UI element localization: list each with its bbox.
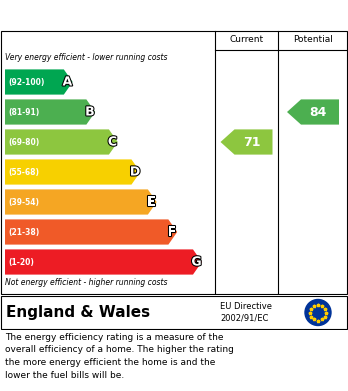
Polygon shape xyxy=(5,99,95,125)
Text: E: E xyxy=(147,196,156,208)
Polygon shape xyxy=(221,129,272,154)
Text: (21-38): (21-38) xyxy=(8,228,39,237)
Text: B: B xyxy=(85,106,95,118)
Polygon shape xyxy=(5,189,157,215)
Text: D: D xyxy=(130,165,140,179)
Text: F: F xyxy=(168,226,176,239)
Text: (69-80): (69-80) xyxy=(8,138,39,147)
Text: 71: 71 xyxy=(243,136,260,149)
Text: (92-100): (92-100) xyxy=(8,77,45,86)
Polygon shape xyxy=(5,129,118,154)
Text: (39-54): (39-54) xyxy=(8,197,39,206)
Polygon shape xyxy=(5,249,202,274)
Polygon shape xyxy=(287,99,339,125)
Polygon shape xyxy=(5,219,177,245)
Text: G: G xyxy=(191,255,201,269)
Text: EU Directive
2002/91/EC: EU Directive 2002/91/EC xyxy=(220,302,272,323)
Text: Energy Efficiency Rating: Energy Efficiency Rating xyxy=(10,7,231,23)
Text: (55-68): (55-68) xyxy=(8,167,39,176)
Text: (1-20): (1-20) xyxy=(8,258,34,267)
Text: Not energy efficient - higher running costs: Not energy efficient - higher running co… xyxy=(5,278,167,287)
Circle shape xyxy=(305,300,331,325)
Text: A: A xyxy=(63,75,72,88)
Text: The energy efficiency rating is a measure of the
overall efficiency of a home. T: The energy efficiency rating is a measur… xyxy=(5,333,234,380)
Polygon shape xyxy=(5,160,140,185)
Text: C: C xyxy=(108,136,117,149)
Text: Potential: Potential xyxy=(293,36,333,45)
Polygon shape xyxy=(5,69,73,95)
Text: England & Wales: England & Wales xyxy=(6,305,150,320)
Text: (81-91): (81-91) xyxy=(8,108,39,117)
Text: Current: Current xyxy=(229,36,263,45)
Text: 84: 84 xyxy=(309,106,327,118)
Text: Very energy efficient - lower running costs: Very energy efficient - lower running co… xyxy=(5,53,167,62)
